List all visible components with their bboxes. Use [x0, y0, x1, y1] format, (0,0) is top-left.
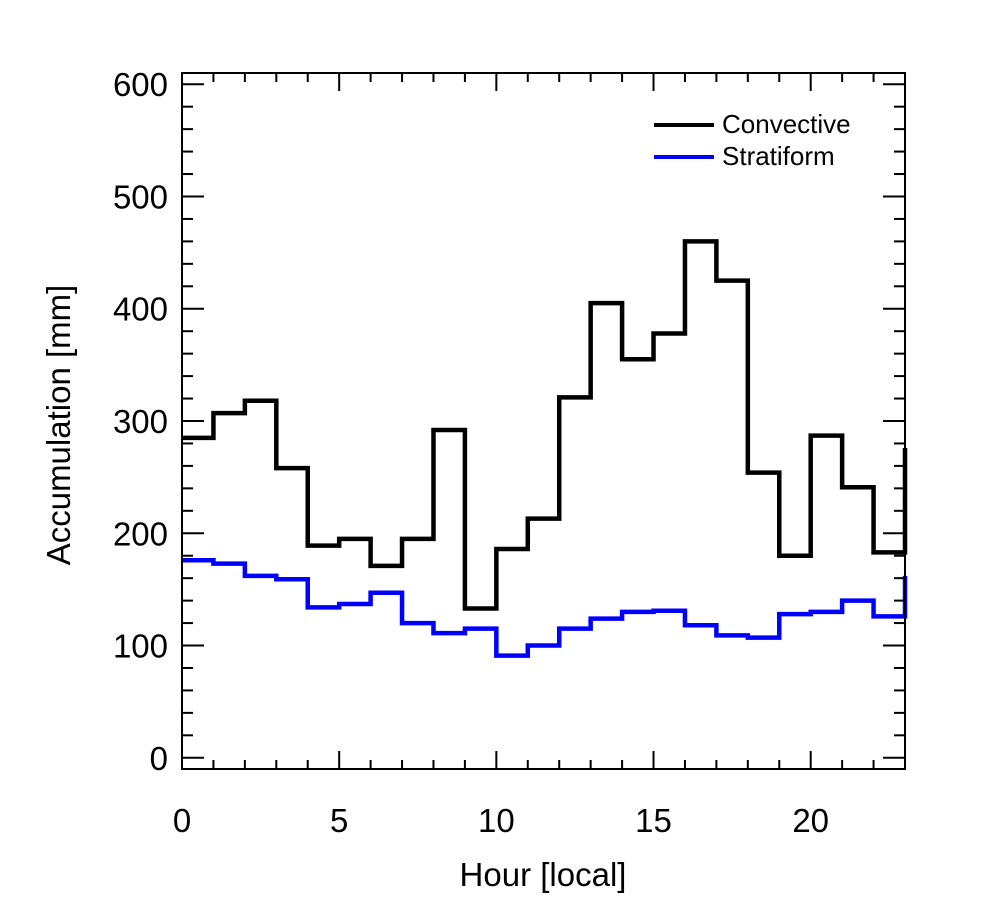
ticks-layer [181, 73, 906, 769]
legend-label-stratiform: Stratiform [722, 141, 835, 171]
legend-label-convective: Convective [722, 109, 851, 139]
x-tick-label: 10 [478, 802, 515, 839]
x-tick-label: 20 [792, 802, 829, 839]
x-tick-label: 5 [330, 802, 348, 839]
series-convective-line [182, 239, 908, 611]
series-layer [182, 239, 908, 658]
y-tick-label: 0 [150, 740, 168, 777]
y-tick-label: 200 [113, 515, 168, 552]
x-tick-label: 15 [635, 802, 672, 839]
x-tick-label: 0 [173, 802, 191, 839]
x-axis-title: Hour [local] [460, 856, 627, 893]
y-tick-label: 100 [113, 628, 168, 665]
legend: Convective Stratiform [654, 109, 851, 171]
y-tick-label: 400 [113, 291, 168, 328]
y-tick-label: 500 [113, 178, 168, 215]
y-tick-label: 300 [113, 403, 168, 440]
y-axis-title: Accumulation [mm] [40, 285, 77, 566]
y-tick-label: 600 [113, 66, 168, 103]
series-stratiform-line [182, 557, 908, 658]
